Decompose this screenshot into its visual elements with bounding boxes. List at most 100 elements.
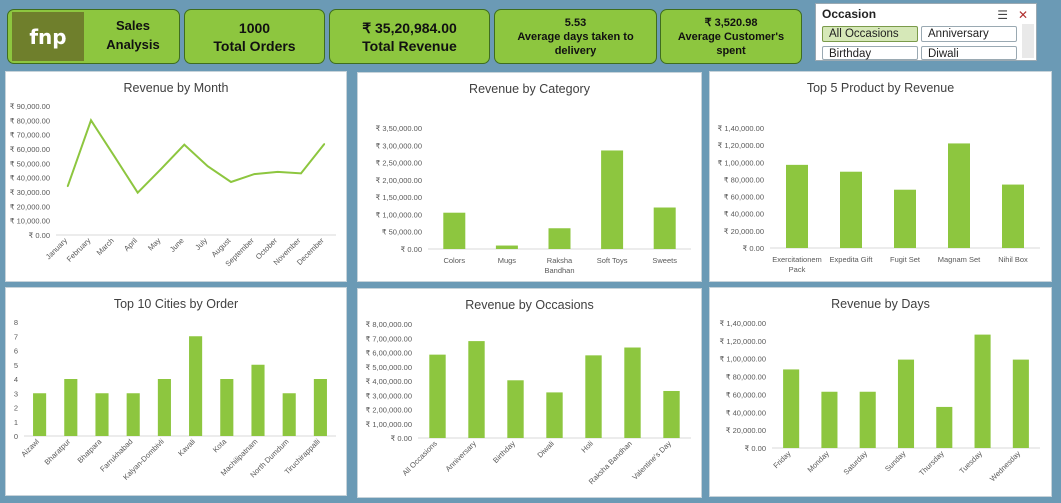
- y-tick-label: ₹ 1,40,000.00: [718, 124, 764, 133]
- x-tick-label: Bhatpara: [76, 436, 104, 464]
- avg-delivery-days-card: 5.53 Average days taken to delivery: [494, 9, 657, 64]
- y-tick-label: ₹ 1,20,000.00: [720, 337, 766, 346]
- panel-revenue-by-occasions: Revenue by Occasions ₹ 0.00 ₹ 1,00,000.00 ₹…: [357, 288, 702, 498]
- bar: [585, 355, 602, 438]
- bar: [821, 391, 838, 448]
- slicer-title: Occasion: [822, 7, 877, 21]
- avg-customer-spent-label-2: spent: [716, 44, 746, 57]
- x-tick-label: Holi: [579, 439, 595, 455]
- y-tick-label: ₹ 1,00,000.00: [366, 420, 412, 429]
- chart-title: Revenue by Occasions: [465, 298, 594, 312]
- title-line-1: Sales: [116, 18, 150, 33]
- avg-customer-spent-label-1: Average Customer's: [677, 30, 785, 43]
- y-tick-label: ₹ 80,000.00: [724, 175, 764, 184]
- total-revenue-label: Total Revenue: [362, 37, 457, 54]
- clear-filter-icon[interactable]: ✕: [1017, 8, 1028, 22]
- x-tick-label: Aizawl: [19, 437, 41, 459]
- bar: [936, 406, 953, 448]
- x-tick-label: Pack: [789, 265, 806, 274]
- bar: [64, 379, 78, 436]
- bar: [653, 207, 676, 249]
- data-point: [253, 173, 256, 175]
- bar: [220, 379, 234, 436]
- x-tick-label: Bharatpur: [43, 437, 73, 467]
- y-tick-label: ₹ 7,00,000.00: [366, 334, 412, 343]
- y-tick-label: 3: [14, 389, 18, 398]
- fnp-logo: fnp: [12, 12, 84, 61]
- chart-title: Revenue by Days: [831, 297, 930, 311]
- y-tick-label: ₹ 1,00,000.00: [718, 158, 764, 167]
- slicer-item-diwali[interactable]: Diwali: [921, 46, 1017, 60]
- y-tick-label: ₹ 3,00,000.00: [376, 141, 422, 150]
- y-tick-label: 2: [14, 404, 18, 413]
- avg-delivery-days-label-2: delivery: [554, 44, 597, 57]
- panel-revenue-by-category: Revenue by Category ₹ 0.00 ₹ 50,000.00 ₹ 1,…: [357, 72, 702, 282]
- x-tick-label: Valentine's Day: [630, 439, 673, 482]
- series-line: [66, 118, 326, 195]
- bar: [663, 390, 680, 438]
- logo-text: fnp: [29, 24, 67, 49]
- bar: [548, 228, 571, 249]
- panel-revenue-by-month: Revenue by Month ₹ 0.00 ₹ 10,000.00 ₹ 20,00…: [5, 71, 347, 282]
- bar: [840, 171, 862, 248]
- occasion-slicer[interactable]: Occasion ☰ ✕ All Occasions Anniversary B…: [815, 3, 1037, 61]
- y-tick-label: ₹ 40,000.00: [10, 174, 50, 183]
- panel-revenue-by-days: Revenue by Days ₹ 0.00 ₹ 20,000.00 ₹ 40,000…: [709, 287, 1052, 497]
- y-tick-label: 4: [14, 375, 18, 384]
- y-tick-label: ₹ 90,000.00: [10, 102, 50, 111]
- slicer-item-all-occasions[interactable]: All Occasions: [822, 26, 918, 42]
- y-tick-label: 7: [14, 332, 18, 341]
- bar: [786, 164, 808, 248]
- chart-title: Revenue by Category: [469, 82, 591, 96]
- x-tick-label: Nihil Box: [998, 255, 1028, 264]
- total-orders-card: 1000 Total Orders: [184, 9, 325, 64]
- slicer-item-birthday[interactable]: Birthday: [822, 46, 918, 60]
- y-tick-label: 5: [14, 361, 18, 370]
- y-tick-label: ₹ 20,000.00: [10, 202, 50, 211]
- revenue-by-month-chart: Revenue by Month ₹ 0.00 ₹ 10,000.00 ₹ 20,00…: [10, 81, 336, 268]
- y-tick-label: ₹ 50,000.00: [10, 159, 50, 168]
- avg-customer-spent-card: ₹ 3,520.98 Average Customer's spent: [660, 9, 802, 64]
- data-point: [113, 155, 116, 157]
- data-point: [183, 143, 186, 146]
- y-tick-label: ₹ 20,000.00: [726, 426, 766, 435]
- y-tick-label: ₹ 2,00,000.00: [366, 406, 412, 415]
- x-tick-label: Diwali: [535, 439, 556, 460]
- y-tick-label: 1: [14, 418, 18, 427]
- y-tick-label: 0: [14, 432, 18, 441]
- chart-title: Revenue by Month: [124, 81, 229, 95]
- y-tick-label: ₹ 3,00,000.00: [366, 391, 412, 400]
- y-tick-label: ₹ 70,000.00: [10, 131, 50, 140]
- total-orders-label: Total Orders: [213, 37, 296, 54]
- y-tick-label: ₹ 30,000.00: [10, 188, 50, 197]
- total-revenue-card: ₹ 35,20,984.00 Total Revenue: [329, 9, 490, 64]
- y-tick-label: 6: [14, 347, 18, 356]
- chart-title: Top 5 Product by Revenue: [807, 81, 954, 95]
- bar: [443, 212, 466, 249]
- revenue-by-category-chart: Revenue by Category ₹ 0.00 ₹ 50,000.00 ₹ 1,…: [376, 82, 691, 275]
- panel-top-5-product: Top 5 Product by Revenue ₹ 0.00 ₹ 20,000.0…: [709, 71, 1052, 282]
- x-tick-label: Saturday: [842, 449, 870, 477]
- slicer-scrollbar[interactable]: [1022, 24, 1034, 58]
- y-tick-label: ₹ 80,000.00: [726, 373, 766, 382]
- bar: [894, 189, 916, 248]
- x-tick-label: Kota: [211, 436, 229, 454]
- y-tick-label: ₹ 1,20,000.00: [718, 141, 764, 150]
- revenue-by-occasions-chart: Revenue by Occasions ₹ 0.00 ₹ 1,00,000.00 ₹…: [366, 298, 691, 486]
- bar: [1012, 359, 1029, 448]
- bar: [126, 393, 140, 436]
- dashboard-title: Sales Analysis: [86, 16, 180, 54]
- x-tick-label: All Occasions: [400, 439, 439, 478]
- bar: [495, 245, 518, 249]
- data-point: [206, 165, 209, 167]
- data-point: [323, 143, 326, 145]
- bar: [948, 143, 970, 248]
- y-tick-label: ₹ 0.00: [29, 231, 50, 240]
- data-point: [90, 119, 92, 122]
- multi-select-icon[interactable]: ☰: [997, 8, 1008, 22]
- x-tick-label: Friday: [771, 449, 792, 470]
- y-tick-label: ₹ 4,00,000.00: [366, 377, 412, 386]
- total-revenue-value: ₹ 35,20,984.00: [362, 19, 457, 36]
- slicer-item-anniversary[interactable]: Anniversary: [921, 26, 1017, 42]
